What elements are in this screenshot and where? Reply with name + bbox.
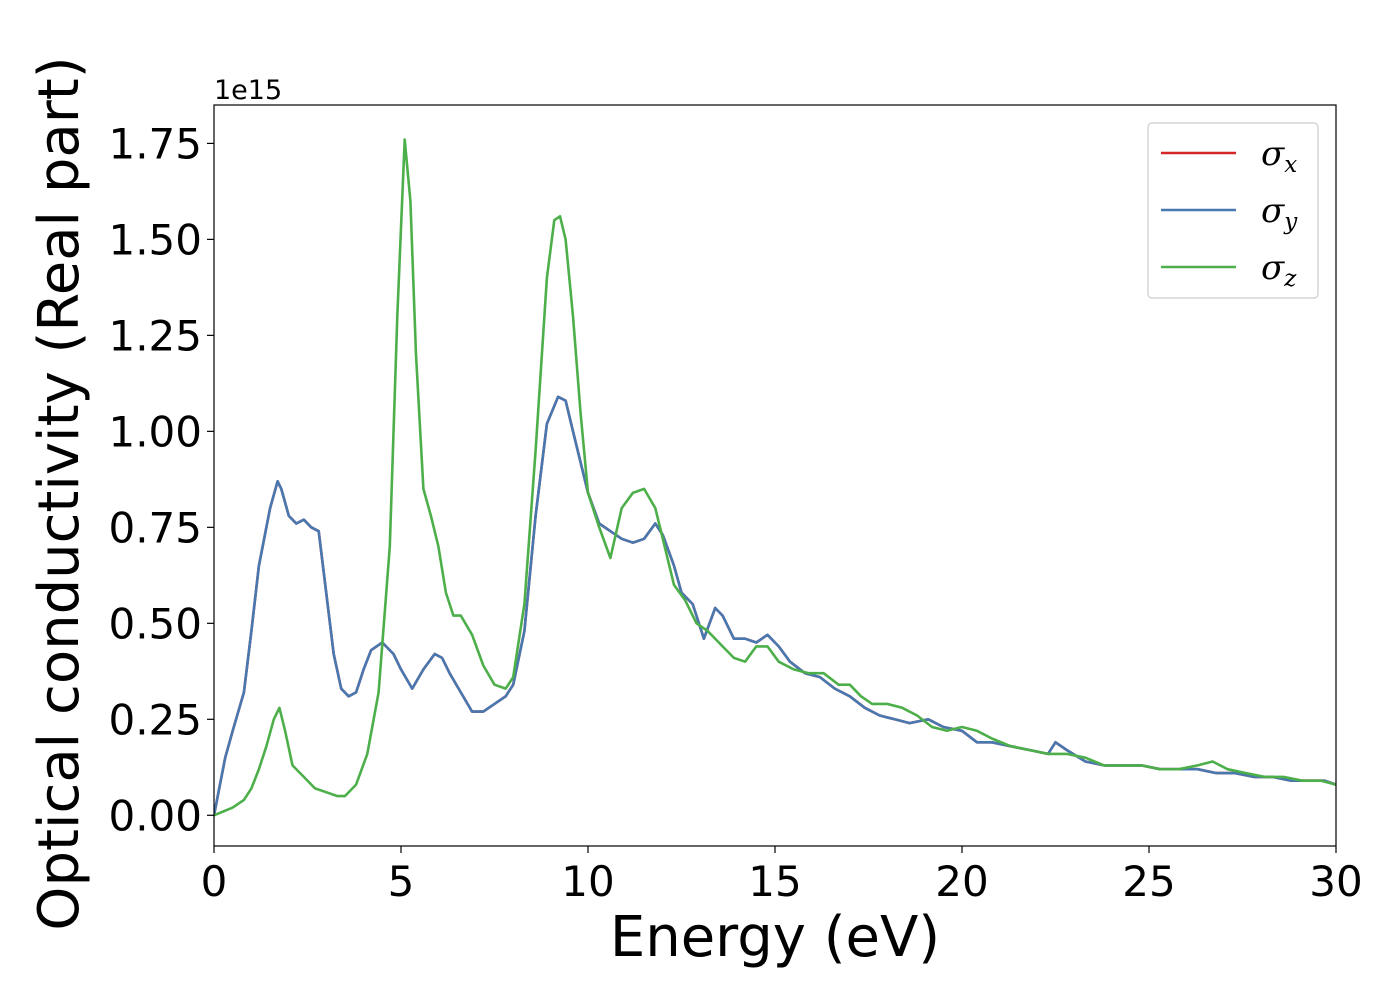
x-tick-label: 25 (1122, 857, 1175, 906)
y-tick-label: 1.50 (108, 215, 202, 264)
legend: σx σy σz (1147, 122, 1319, 299)
series-layer (214, 138, 1336, 817)
x-axis-title: Energy (eV) (610, 905, 940, 970)
y-tick-label: 0.25 (108, 695, 202, 744)
x-tick-label: 5 (388, 857, 415, 906)
legend-label-y: σy (1261, 191, 1298, 235)
x-tick-label: 15 (748, 857, 801, 906)
y-axis-title: Optical conductivity (Real part) (27, 56, 92, 930)
y-tick-label: 0.75 (108, 503, 202, 552)
y-tick-label: 1.75 (108, 119, 202, 168)
series-line-z (214, 138, 1336, 817)
x-tick-label: 20 (935, 857, 988, 906)
y-tick-label: 0.00 (108, 791, 202, 840)
y-tick-label: 0.50 (108, 599, 202, 648)
y-tick-label: 1.00 (108, 407, 202, 456)
y-tick-label: 1.25 (108, 311, 202, 360)
legend-label-z: σz (1261, 248, 1297, 292)
x-tick-label: 0 (201, 857, 228, 906)
y-offset-label: 1e15 (214, 75, 282, 106)
series-line-y (214, 395, 1336, 816)
axes-layer: 0 5 10 15 20 25 30 0.00 0.25 0.50 0.75 1.00 1.25 1.50… (108, 119, 1362, 906)
x-tick-label: 30 (1309, 857, 1362, 906)
x-tick-label: 10 (561, 857, 614, 906)
legend-label-x: σx (1261, 134, 1297, 178)
